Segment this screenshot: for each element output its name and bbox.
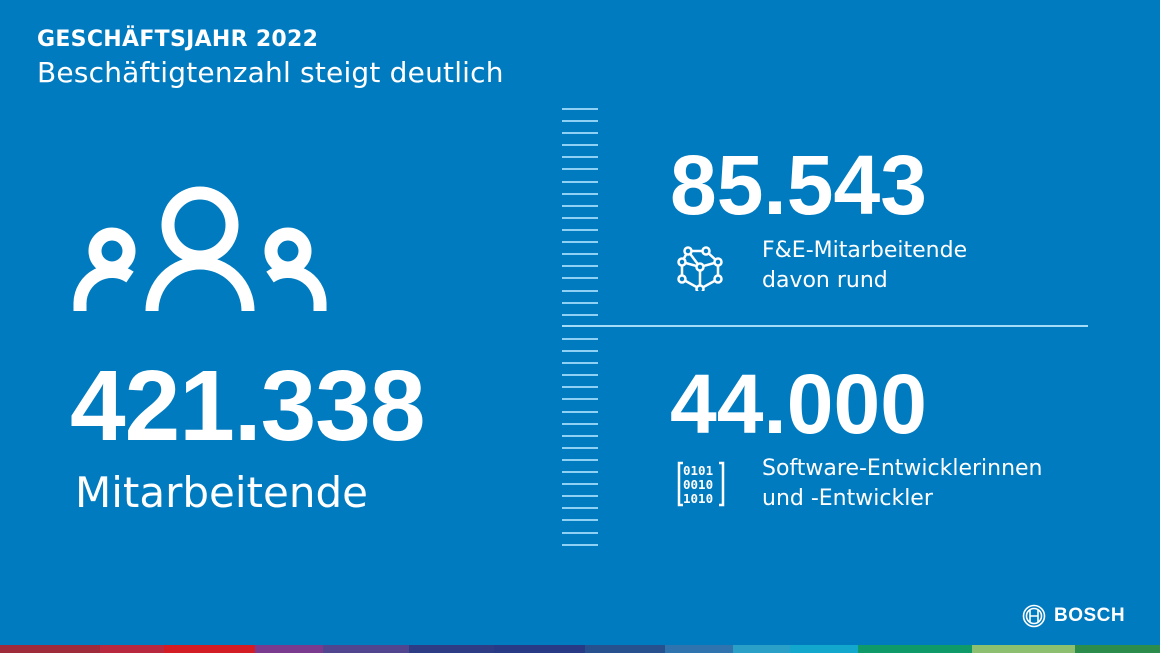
ruler-tick <box>562 435 598 437</box>
ruler-tick <box>562 302 598 304</box>
ruler-tick <box>562 544 598 546</box>
ruler-tick <box>562 471 598 473</box>
ruler-tick <box>562 459 598 461</box>
bosch-armature-icon <box>1022 604 1046 628</box>
software-description: Software-Entwicklerinnen und -Entwickler <box>762 454 1043 514</box>
ruler-tick <box>562 338 598 340</box>
ruler-tick <box>562 253 598 255</box>
binary-code-icon: 0101 0010 1010 <box>677 461 725 507</box>
ruler-tick <box>562 532 598 534</box>
report-kicker: GESCHÄFTSJAHR 2022 <box>37 27 319 52</box>
bosch-logo: BOSCH <box>1022 604 1125 628</box>
ruler-tick <box>562 168 598 170</box>
rd-label-line2: davon rund <box>762 268 888 293</box>
stripe-segment <box>100 645 164 653</box>
stripe-segment <box>1074 645 1160 653</box>
svg-text:0101: 0101 <box>683 463 713 478</box>
ruler-tick <box>562 386 598 388</box>
brand-color-stripe <box>0 645 1160 653</box>
ruler-tick <box>562 447 598 449</box>
stripe-segment <box>585 645 665 653</box>
ruler-tick <box>562 193 598 195</box>
ruler-tick <box>562 350 598 352</box>
rd-description: F&E-Mitarbeitende davon rund <box>762 236 967 296</box>
software-dev-count: 44.000 <box>670 357 927 451</box>
ruler-tick <box>562 483 598 485</box>
stripe-segment <box>0 645 101 653</box>
ruler-tick <box>562 398 598 400</box>
ruler-tick <box>562 144 598 146</box>
page-title: Beschäftigtenzahl steigt deutlich <box>37 56 504 89</box>
ruler-tick <box>562 217 598 219</box>
ruler-tick <box>562 495 598 497</box>
rd-label-line1: F&E-Mitarbeitende <box>762 238 968 263</box>
employee-count: 421.338 <box>70 350 425 462</box>
ruler-tick <box>562 108 598 110</box>
people-group-icon <box>73 186 327 311</box>
stripe-segment <box>254 645 324 653</box>
stripe-segment <box>664 645 734 653</box>
stripe-segment <box>323 645 409 653</box>
sw-label-line2: und -Entwickler <box>762 486 933 511</box>
rd-employee-count: 85.543 <box>670 138 927 232</box>
ruler-tick <box>562 241 598 243</box>
ruler-tick <box>562 362 598 364</box>
stripe-segment <box>789 645 859 653</box>
employee-label: Mitarbeitende <box>75 468 368 517</box>
cube-network-icon <box>677 246 723 291</box>
ruler-tick <box>562 507 598 509</box>
stripe-segment <box>858 645 973 653</box>
stripe-segment <box>408 645 495 653</box>
section-divider <box>562 325 1088 327</box>
svg-text:0010: 0010 <box>683 477 713 492</box>
ruler-tick <box>562 181 598 183</box>
ruler-tick <box>562 374 598 376</box>
stripe-segment <box>163 645 255 653</box>
ruler-tick <box>562 411 598 413</box>
ruler-tick <box>562 519 598 521</box>
ruler-tick <box>562 132 598 134</box>
ruler-tick <box>562 205 598 207</box>
ruler-tick <box>562 290 598 292</box>
brand-name: BOSCH <box>1054 605 1126 626</box>
ruler-tick <box>562 277 598 279</box>
ruler-tick <box>562 120 598 122</box>
ruler-tick <box>562 314 598 316</box>
ruler-tick <box>562 423 598 425</box>
sw-label-line1: Software-Entwicklerinnen <box>762 456 1043 481</box>
ruler-tick <box>562 156 598 158</box>
stripe-segment <box>494 645 586 653</box>
stripe-segment <box>972 645 1075 653</box>
ruler-tick <box>562 229 598 231</box>
ruler-tick <box>562 265 598 267</box>
ruler-ticks <box>562 0 598 653</box>
svg-text:1010: 1010 <box>683 491 713 506</box>
stripe-segment <box>733 645 790 653</box>
